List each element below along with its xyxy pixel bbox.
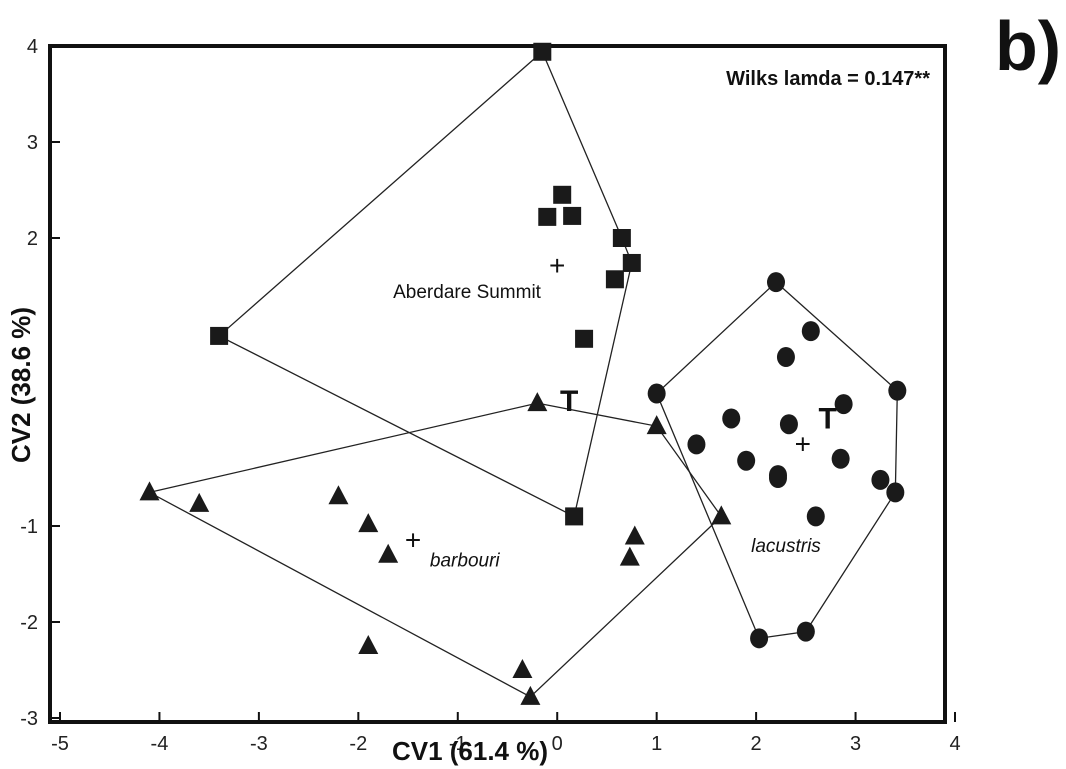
point-lacustris — [834, 394, 853, 415]
point-barbouri — [711, 505, 732, 525]
point-barbouri — [328, 485, 349, 505]
group-label-lacustris: lacustris — [751, 536, 821, 557]
point-lacustris — [886, 482, 905, 503]
y-axis-ticks: -3 -2 -1 2 3 4 — [20, 36, 60, 730]
point-lacustris — [750, 628, 769, 649]
x-tick-label: 4 — [949, 733, 960, 755]
type-specimen-barbouri: T — [560, 385, 578, 418]
point-aberdare-summit — [538, 207, 557, 226]
x-tick-label: 3 — [850, 733, 861, 755]
point-barbouri — [358, 635, 379, 654]
point-lacustris — [687, 434, 706, 455]
point-barbouri — [520, 685, 541, 705]
y-tick-label: -3 — [20, 708, 38, 730]
point-lacustris — [722, 408, 741, 429]
point-lacustris — [831, 448, 850, 469]
point-lacustris — [737, 450, 756, 471]
point-aberdare-summit — [612, 229, 631, 247]
x-tick-label: 2 — [751, 733, 762, 755]
hull-lacustris — [655, 281, 898, 640]
type-specimen-lacustris: T — [819, 402, 837, 435]
x-tick-label: -5 — [51, 733, 69, 755]
point-barbouri — [139, 481, 160, 501]
y-axis-title: CV2 (38.6 %) — [6, 307, 36, 463]
point-barbouri — [512, 659, 533, 678]
axes-layer — [48, 44, 947, 724]
x-tick-label: -2 — [349, 733, 367, 755]
point-lacustris — [767, 272, 785, 293]
x-axis-ticks: -5 -4 -3 -2 -1 0 1 2 3 4 — [51, 712, 961, 755]
point-aberdare-summit — [565, 507, 584, 526]
x-axis-title: CV1 (61.4 %) — [392, 736, 548, 766]
y-tick-label: 2 — [27, 228, 38, 250]
x-tick-label: 0 — [552, 733, 563, 755]
point-barbouri — [358, 513, 379, 533]
point-aberdare-summit — [563, 206, 582, 225]
point-barbouri — [646, 415, 667, 435]
centroid-lacustris: + — [795, 428, 811, 459]
panel-label: b) — [995, 7, 1061, 85]
centroid-barbouri: + — [405, 524, 421, 555]
point-lacustris — [871, 469, 890, 490]
wilks-lambda-annotation: Wilks lamda = 0.147** — [726, 68, 930, 90]
y-tick-label: 4 — [27, 36, 38, 58]
x-tick-label: -1 — [449, 733, 467, 755]
centroid-aberdare-summit: + — [549, 250, 565, 281]
point-barbouri — [624, 525, 645, 545]
point-lacustris — [768, 465, 787, 486]
point-lacustris — [888, 380, 907, 401]
point-barbouri — [189, 492, 210, 512]
point-lacustris — [779, 414, 798, 435]
point-lacustris — [647, 383, 666, 404]
group-label-aberdare-summit: Aberdare Summit — [393, 282, 542, 303]
point-lacustris — [801, 321, 820, 342]
hull-layer — [147, 50, 898, 698]
x-tick-label: 1 — [651, 733, 662, 755]
point-lacustris — [806, 506, 825, 527]
point-lacustris — [796, 621, 815, 642]
y-tick-label: -1 — [20, 516, 38, 538]
y-tick-label: -2 — [20, 612, 38, 634]
hull-aberdare-summit — [217, 50, 633, 518]
point-aberdare-summit — [575, 329, 594, 348]
point-aberdare-summit — [553, 185, 572, 204]
y-tick-label: 3 — [27, 132, 38, 154]
x-tick-label: -4 — [151, 733, 169, 755]
point-aberdare-summit — [605, 270, 624, 289]
x-tick-label: -3 — [250, 733, 268, 755]
point-aberdare-summit — [622, 253, 641, 272]
group-label-barbouri: barbouri — [430, 551, 500, 572]
labels-layer: + Aberdare Summit + barbouri T + lacustris T — [393, 250, 837, 572]
point-barbouri — [527, 392, 548, 412]
point-lacustris — [776, 347, 795, 368]
plot-frame — [48, 44, 947, 724]
point-aberdare-summit — [533, 42, 552, 61]
points-layer — [139, 42, 907, 705]
point-barbouri — [378, 543, 399, 563]
point-barbouri — [619, 546, 640, 566]
point-aberdare-summit — [210, 326, 229, 345]
